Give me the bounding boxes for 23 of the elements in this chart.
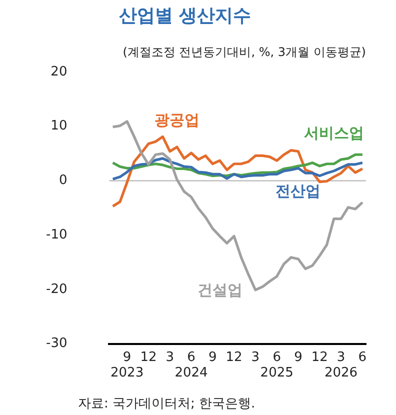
- y-tick-label: -30: [46, 336, 68, 352]
- x-tick-label: 12: [226, 350, 242, 365]
- x-tick-label: 3: [166, 350, 174, 365]
- series-label: 건설업: [197, 281, 242, 300]
- y-tick-label: -10: [46, 227, 68, 242]
- chart-subtitle: (계절조정 전년동기대비, %, 3개월 이동평균): [122, 44, 366, 59]
- x-tick-label: 12: [311, 350, 328, 365]
- x-tick-label: 12: [140, 350, 157, 365]
- x-tick-label: 9: [294, 350, 302, 365]
- series-label: 서비스업: [304, 124, 364, 142]
- text: 자료: 국가데이터처; 한국은행.: [78, 396, 256, 412]
- x-tick-label: 6 2025: [260, 350, 294, 381]
- chart-title: 산업별 생산지수: [118, 5, 252, 26]
- series-label: 전산업: [276, 182, 321, 200]
- y-tick-label: 0: [58, 173, 68, 188]
- y-tick-label: 20: [50, 64, 68, 80]
- y-tick-label: 10: [50, 118, 68, 134]
- x-tick-label: 6 2024: [174, 350, 208, 381]
- x-tick-label: 3: [251, 350, 260, 365]
- y-tick-label: -20: [46, 282, 68, 297]
- x-tick-label: 9: [208, 350, 217, 365]
- series-label: 광공업: [154, 110, 200, 129]
- x-tick-label: 6: [358, 350, 367, 365]
